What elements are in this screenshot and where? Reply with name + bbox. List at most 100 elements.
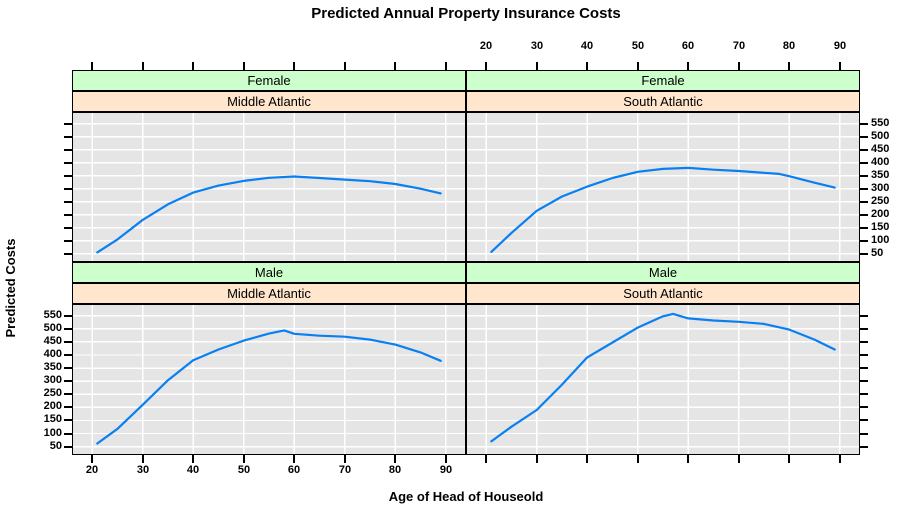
y-axis-tick <box>860 393 868 395</box>
x-axis-tick <box>687 455 689 463</box>
x-axis-tick <box>243 455 245 463</box>
y-axis-tick-label: 400 <box>871 156 890 168</box>
x-axis-tick-label: 30 <box>136 464 150 476</box>
strip-sex-top-left: Female <box>72 70 466 91</box>
y-axis-tick <box>860 380 868 382</box>
x-axis-tick <box>788 455 790 463</box>
y-axis-tick-label: 450 <box>43 335 62 347</box>
x-axis-title: Age of Head of Houseold <box>388 489 544 504</box>
y-axis-tick-label: 50 <box>49 440 62 452</box>
strip-sex-bottom-right: Male <box>466 262 860 283</box>
y-axis-title: Predicted Costs <box>3 238 18 338</box>
x-axis-tick <box>687 62 689 70</box>
plot-panel-female-south-atlantic <box>466 112 860 262</box>
x-axis-tick-label: 40 <box>580 40 594 52</box>
x-axis-tick <box>536 62 538 70</box>
x-axis-tick-label: 90 <box>439 464 453 476</box>
x-axis-tick-label: 50 <box>631 40 645 52</box>
y-axis-tick-label: 500 <box>871 130 890 142</box>
y-axis-tick <box>64 393 72 395</box>
plot-panel-male-south-atlantic <box>466 304 860 455</box>
y-axis-tick <box>860 175 868 177</box>
x-axis-tick-label: 80 <box>388 464 402 476</box>
y-axis-tick-label: 550 <box>43 309 62 321</box>
strip-region-bottom-left: Middle Atlantic <box>72 283 466 304</box>
y-axis-tick <box>64 227 72 229</box>
chart-title: Predicted Annual Property Insurance Cost… <box>311 5 621 22</box>
x-axis-tick-label: 90 <box>833 40 847 52</box>
y-axis-tick <box>64 175 72 177</box>
y-axis-tick <box>860 433 868 435</box>
y-axis-tick <box>64 406 72 408</box>
y-axis-tick-label: 200 <box>871 208 890 220</box>
y-axis-tick <box>64 380 72 382</box>
x-axis-tick <box>445 62 447 70</box>
y-axis-tick-label: 150 <box>871 221 890 233</box>
y-axis-tick <box>860 315 868 317</box>
y-axis-tick <box>860 123 868 125</box>
x-axis-tick-label: 80 <box>782 40 796 52</box>
y-axis-tick-label: 50 <box>871 247 884 259</box>
y-axis-tick-label: 150 <box>43 413 62 425</box>
x-axis-tick <box>142 62 144 70</box>
x-axis-tick-label: 70 <box>732 40 746 52</box>
plot-panel-female-middle-atlantic <box>72 112 466 262</box>
y-axis-tick <box>64 149 72 151</box>
x-axis-tick-label: 50 <box>237 464 251 476</box>
y-axis-tick <box>64 341 72 343</box>
x-axis-tick-label: 60 <box>287 464 301 476</box>
strip-sex-bottom-left: Male <box>72 262 466 283</box>
x-axis-tick <box>637 62 639 70</box>
y-axis-tick-label: 250 <box>43 387 62 399</box>
x-axis-tick <box>788 62 790 70</box>
y-axis-tick <box>860 188 868 190</box>
y-axis-tick <box>64 162 72 164</box>
x-axis-tick <box>738 62 740 70</box>
y-axis-tick-label: 300 <box>43 374 62 386</box>
x-axis-tick <box>344 455 346 463</box>
strip-region-top-left: Middle Atlantic <box>72 91 466 112</box>
y-axis-tick-label: 250 <box>871 195 890 207</box>
y-axis-tick-label: 350 <box>871 169 890 181</box>
x-axis-tick <box>243 62 245 70</box>
y-axis-tick <box>860 354 868 356</box>
y-axis-tick <box>64 367 72 369</box>
x-axis-tick <box>637 455 639 463</box>
y-axis-tick <box>860 367 868 369</box>
strip-region-top-right: South Atlantic <box>466 91 860 112</box>
y-axis-tick <box>64 136 72 138</box>
y-axis-tick <box>64 123 72 125</box>
x-axis-tick <box>839 455 841 463</box>
y-axis-tick <box>860 162 868 164</box>
y-axis-tick <box>860 419 868 421</box>
x-axis-tick <box>839 62 841 70</box>
x-axis-tick-label: 40 <box>186 464 200 476</box>
y-axis-tick-label: 300 <box>871 182 890 194</box>
y-axis-tick <box>860 406 868 408</box>
strip-region-bottom-right: South Atlantic <box>466 283 860 304</box>
y-axis-tick-label: 450 <box>871 143 890 155</box>
x-axis-tick <box>536 455 538 463</box>
y-axis-tick <box>64 188 72 190</box>
y-axis-tick-label: 100 <box>43 427 62 439</box>
x-axis-tick <box>192 455 194 463</box>
y-axis-tick <box>860 253 868 255</box>
x-axis-tick <box>586 62 588 70</box>
x-axis-tick <box>394 455 396 463</box>
x-axis-tick-label: 70 <box>338 464 352 476</box>
y-axis-tick <box>64 240 72 242</box>
y-axis-tick <box>860 214 868 216</box>
x-axis-tick <box>91 62 93 70</box>
x-axis-tick <box>344 62 346 70</box>
plot-panel-male-middle-atlantic <box>72 304 466 455</box>
y-axis-tick <box>860 136 868 138</box>
y-axis-tick <box>860 227 868 229</box>
y-axis-tick <box>860 341 868 343</box>
y-axis-tick <box>64 354 72 356</box>
x-axis-tick-label: 20 <box>85 464 99 476</box>
y-axis-tick-label: 200 <box>43 400 62 412</box>
x-axis-tick <box>91 455 93 463</box>
y-axis-tick <box>64 419 72 421</box>
x-axis-tick-label: 20 <box>479 40 493 52</box>
